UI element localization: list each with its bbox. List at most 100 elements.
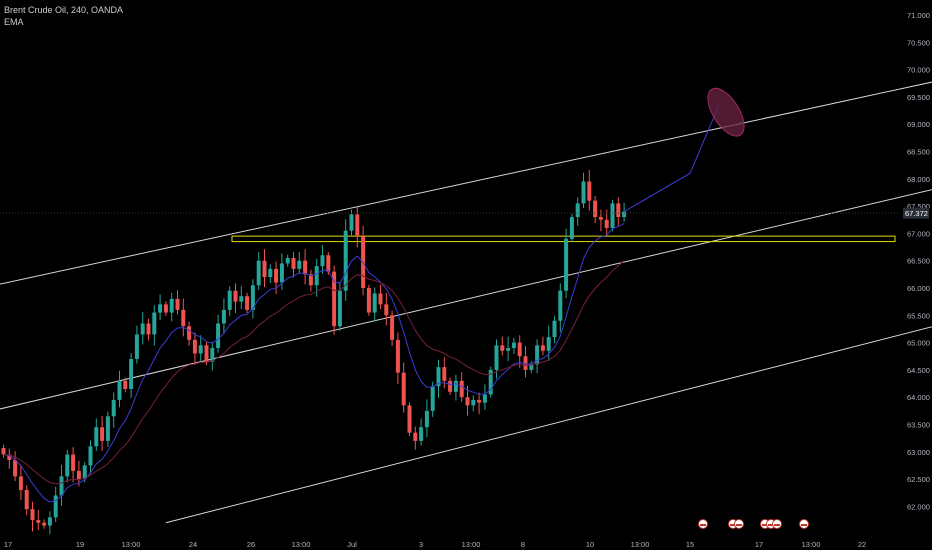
candle-body [181, 309, 186, 327]
price-tick-label: 71.000 [907, 11, 930, 20]
trend-channel[interactable] [0, 70, 932, 524]
time-tick-label: 17 [4, 540, 12, 549]
candle-body [94, 427, 99, 447]
candle-body [610, 203, 615, 228]
candle-body [30, 509, 35, 521]
candle-body [459, 380, 464, 398]
candle-body [482, 394, 487, 403]
candle-body [390, 315, 395, 340]
candle-body [488, 369, 493, 395]
candle-body [407, 405, 412, 433]
candle-body [1, 447, 6, 455]
candle-body [384, 304, 389, 316]
candle-body [558, 290, 563, 321]
candle-body [465, 397, 470, 406]
event-icon-flag [762, 524, 768, 526]
time-tick-label: 13:00 [462, 540, 481, 549]
candle-body [448, 380, 453, 392]
event-icon-flag [730, 524, 736, 526]
candle-body [552, 320, 557, 338]
symbol-title[interactable]: Brent Crude Oil, 240, OANDA [4, 5, 124, 15]
price-tick-label: 66.500 [907, 257, 930, 266]
candle-body [320, 255, 325, 267]
time-tick-label: 8 [521, 540, 525, 549]
candle-body [308, 274, 313, 286]
time-tick-label: 13:00 [292, 540, 311, 549]
time-tick-label: 13:00 [802, 540, 821, 549]
price-tick-label: 67.000 [907, 229, 930, 238]
time-tick-label: 26 [247, 540, 255, 549]
price-tick-label: 64.500 [907, 366, 930, 375]
candle-body [274, 268, 279, 283]
candle-body [413, 432, 418, 441]
price-tick-label: 66.000 [907, 284, 930, 293]
candle-body [13, 459, 18, 477]
price-axis[interactable]: 71.000 70.500 70.000 69.500 69.000 68.500 68.0… [903, 11, 930, 511]
channel-line-lower[interactable] [165, 285, 932, 524]
ema-fast-line [3, 222, 625, 503]
indicator-label[interactable]: EMA [4, 17, 24, 27]
candle-body [134, 334, 139, 359]
candle-body [622, 211, 627, 218]
candle-body [262, 260, 267, 278]
time-axis[interactable]: 17 19 13:00 24 26 13:00 Jul 3 13:00 8 10 13:00 15 17 1… [4, 540, 866, 549]
price-tick-label: 65.000 [907, 339, 930, 348]
candle-body [204, 345, 209, 362]
price-tick-label: 67.500 [907, 202, 930, 211]
candle-body [355, 214, 360, 237]
candle-body [535, 345, 540, 365]
candle-body [100, 427, 105, 441]
projection-path[interactable] [623, 82, 752, 212]
time-tick-label: 13:00 [631, 540, 650, 549]
price-tick-label: 64.000 [907, 393, 930, 402]
candle-body [430, 386, 435, 411]
time-tick-label: 22 [858, 540, 866, 549]
time-tick-label: Jul [347, 540, 357, 549]
target-ellipse[interactable] [701, 82, 752, 142]
channel-line-middle[interactable] [0, 152, 932, 420]
candle-body [442, 367, 447, 381]
candle-body [245, 296, 250, 310]
candle-body [326, 255, 331, 272]
candle-body [297, 260, 302, 269]
candle-body [163, 304, 168, 313]
candle-body [71, 454, 76, 471]
candle-body [42, 522, 47, 526]
candle-body [175, 298, 180, 310]
candle-body [285, 257, 290, 264]
event-icon-flag [736, 524, 742, 526]
candle-body [616, 203, 621, 218]
candle-body [239, 296, 244, 302]
candle-body [256, 260, 261, 286]
candle-body [540, 345, 545, 351]
candle-body [500, 345, 505, 351]
candle-body [372, 293, 377, 313]
candle-body [169, 298, 174, 313]
price-tick-label: 63.000 [907, 448, 930, 457]
ema-lines [3, 222, 625, 503]
key-level-zone[interactable] [231, 235, 896, 243]
candle-body [401, 372, 406, 406]
projection-line[interactable] [623, 104, 720, 212]
candle-body [24, 490, 29, 510]
candle-body [187, 326, 192, 340]
candle-body [47, 517, 52, 526]
candle-body [192, 339, 197, 354]
economic-events[interactable] [698, 519, 809, 529]
candle-body [598, 217, 603, 220]
key-level-rectangle[interactable] [231, 235, 896, 243]
candle-body [105, 416, 110, 441]
candle-body [471, 399, 476, 406]
price-tick-label: 69.000 [907, 120, 930, 129]
price-tick-label: 65.500 [907, 311, 930, 320]
candle-body [158, 304, 163, 313]
candlestick-series [1, 170, 627, 535]
price-tick-label: 62.000 [907, 502, 930, 511]
candle-body [604, 219, 609, 228]
candle-body [7, 454, 12, 460]
channel-line-upper[interactable] [0, 70, 932, 294]
candle-body [337, 290, 342, 327]
candle-body [152, 312, 157, 335]
candle-body [378, 293, 383, 305]
